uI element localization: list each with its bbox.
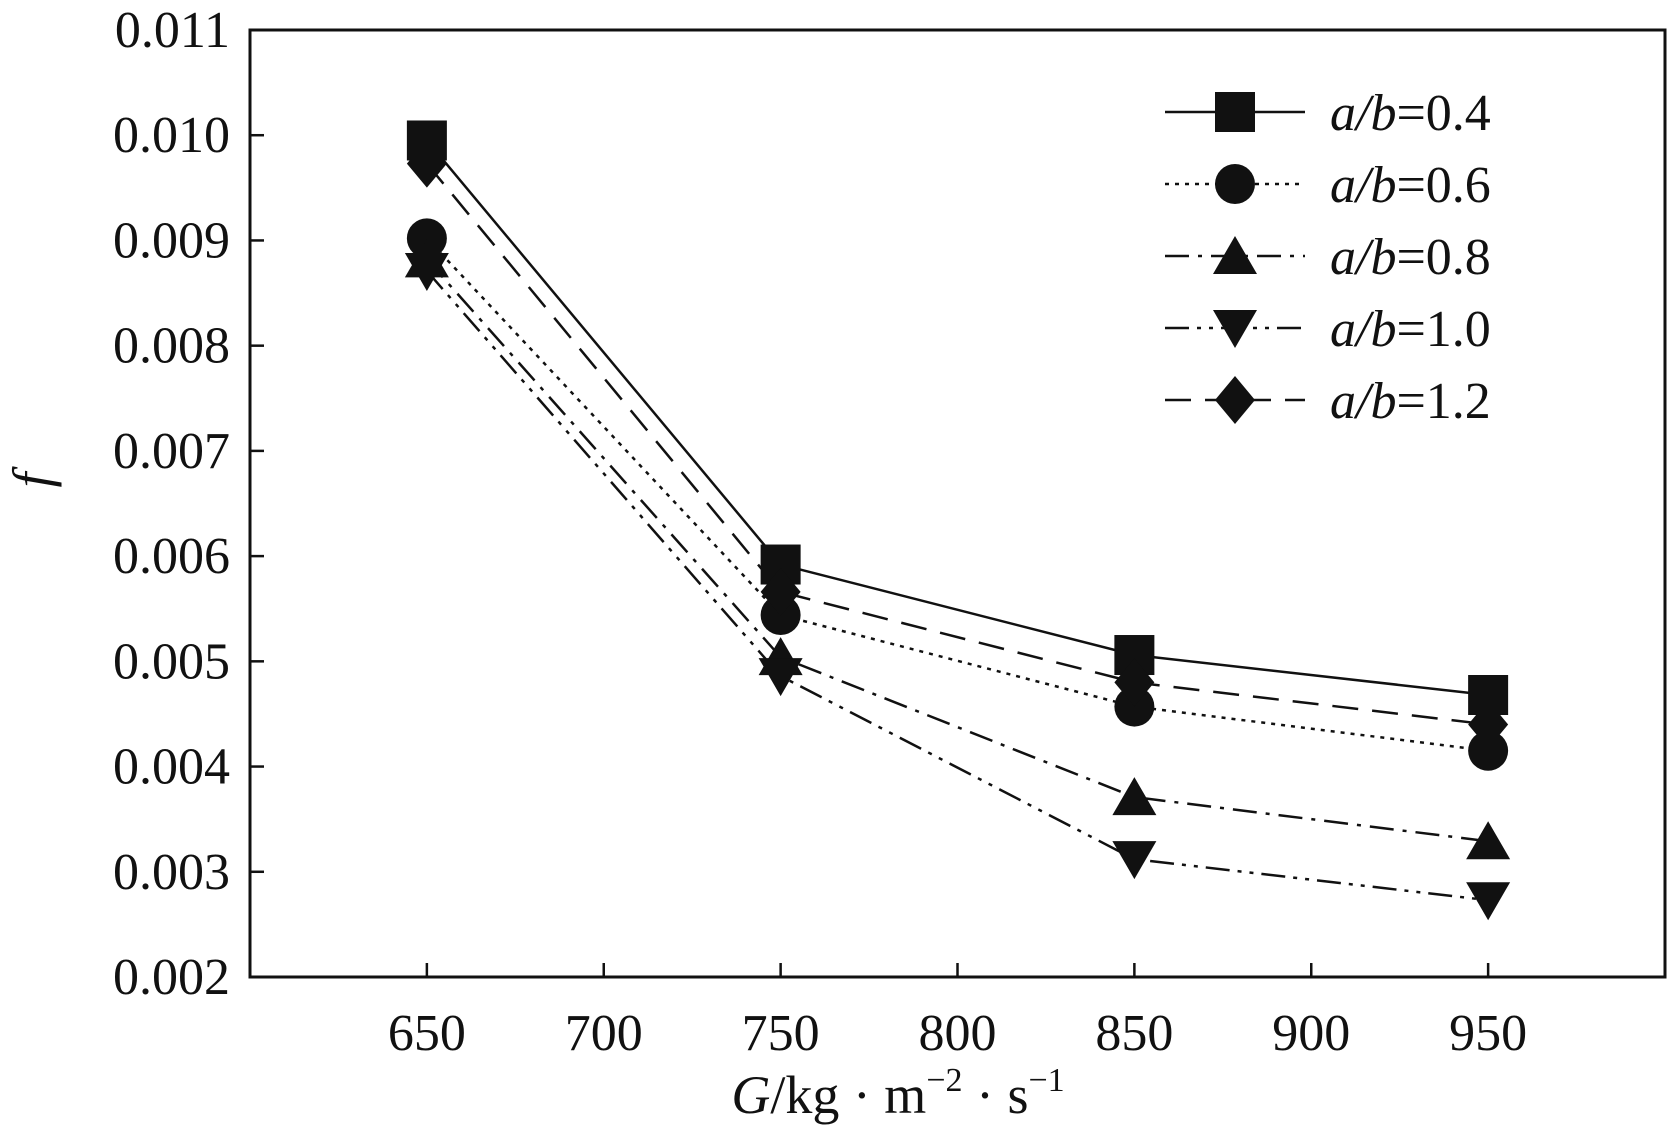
data-point-marker [1466,882,1511,921]
y-tick-label: 0.007 [113,423,230,480]
data-point-marker [758,658,803,697]
legend-label: a/b=0.6 [1330,157,1491,214]
y-tick-label: 0.004 [113,739,230,796]
y-tick-label: 0.006 [113,528,230,585]
x-tick-label: 800 [919,1005,997,1062]
data-point-marker [1468,700,1509,749]
x-axis-title-exp2: −1 [1029,1062,1065,1099]
series-markers [404,120,1511,921]
y-tick-label: 0.011 [115,2,230,59]
data-point-marker [1468,730,1509,771]
y-tick-label: 0.009 [113,212,230,269]
data-point-marker [1112,777,1157,816]
legend-marker [1215,164,1255,204]
x-tick-label: 700 [565,1005,643,1062]
data-point-marker [406,218,447,259]
legend-label: a/b=1.2 [1330,373,1491,430]
data-point-marker [760,567,801,616]
y-tick-label: 0.005 [113,633,230,690]
series-line [425,258,1489,843]
series-line [425,162,1489,726]
legend-label: a/b=1.0 [1330,301,1491,358]
legend-marker [1213,310,1257,348]
x-tick-label: 950 [1449,1005,1527,1062]
series-line [425,237,1489,753]
legend: a/b=0.4 a/b=0.6 a/b=0.8 a/b=1.0 a/b=1.2 [1165,85,1491,430]
x-axis-title: G/kg · m−2 · s−1 [731,1062,1064,1125]
x-axis-title-unit2: · s [963,1065,1029,1125]
x-axis-title-exp1: −2 [926,1062,962,1099]
x-tick-label: 900 [1272,1005,1350,1062]
x-tick-label: 750 [742,1005,820,1062]
data-point-marker [406,139,447,188]
axis-ticks: 650 700 750 800 850 900 950 0.002 0.003 0.004 0.00… [113,2,1527,1062]
x-axis-title-variable: G [731,1065,770,1125]
x-tick-label: 650 [388,1005,466,1062]
legend-label: a/b=0.8 [1330,229,1491,286]
series-lines [425,139,1489,902]
series-line [425,270,1489,902]
series-line [425,139,1489,697]
data-point-marker [1466,821,1511,860]
data-point-marker [1114,658,1155,707]
y-tick-label: 0.003 [113,844,230,901]
legend-marker [1215,92,1255,132]
y-tick-label: 0.010 [113,107,230,164]
x-axis-title-unit: /kg · m [770,1065,926,1125]
legend-label: a/b=0.4 [1330,85,1491,142]
data-point-marker [1112,841,1157,880]
legend-marker [1213,236,1257,274]
y-tick-label: 0.008 [113,318,230,375]
y-tick-label: 0.002 [113,949,230,1006]
y-axis-title: f [2,466,62,488]
x-tick-label: 850 [1095,1005,1173,1062]
legend-marker [1215,376,1255,424]
data-point-marker [1114,686,1155,727]
data-point-marker [404,252,449,291]
